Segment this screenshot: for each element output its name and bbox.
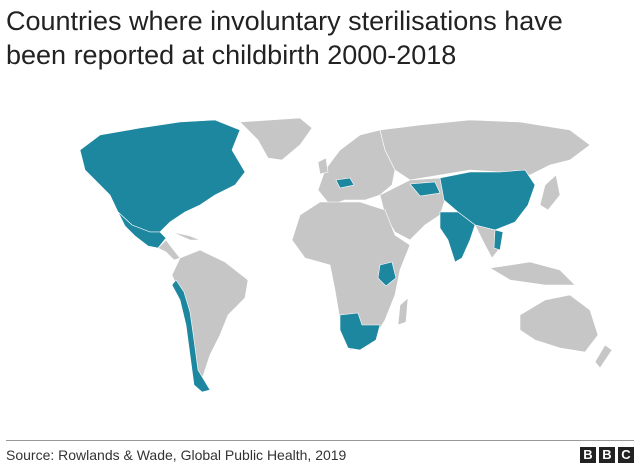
land xyxy=(291,201,411,351)
highlighted-country xyxy=(117,211,167,249)
land xyxy=(171,249,249,386)
highlighted-country xyxy=(493,229,504,251)
logo-letter: B xyxy=(599,447,615,463)
logo: B B C xyxy=(580,447,634,463)
highlighted-country xyxy=(439,211,476,263)
logo-letter: B xyxy=(580,447,596,463)
land xyxy=(539,174,561,211)
highlighted-country xyxy=(409,181,441,197)
highlighted-country xyxy=(439,169,536,231)
land xyxy=(317,157,329,175)
land xyxy=(594,344,613,369)
land xyxy=(474,224,501,259)
land xyxy=(397,297,409,326)
divider xyxy=(6,440,634,441)
logo-letter: C xyxy=(618,447,634,463)
land xyxy=(519,294,599,353)
title: Countries where involuntary sterilisatio… xyxy=(6,6,563,70)
land xyxy=(239,117,313,161)
highlighted-country xyxy=(377,261,397,287)
highlighted-country xyxy=(79,119,246,233)
source: Source: Rowlands & Wade, Global Public H… xyxy=(6,447,347,463)
highlighted-country xyxy=(335,177,355,189)
world-map xyxy=(79,117,613,393)
land xyxy=(171,231,201,241)
land xyxy=(379,119,591,181)
land xyxy=(489,261,576,286)
highlighted-country xyxy=(339,312,381,351)
highlighted-country xyxy=(171,279,211,393)
